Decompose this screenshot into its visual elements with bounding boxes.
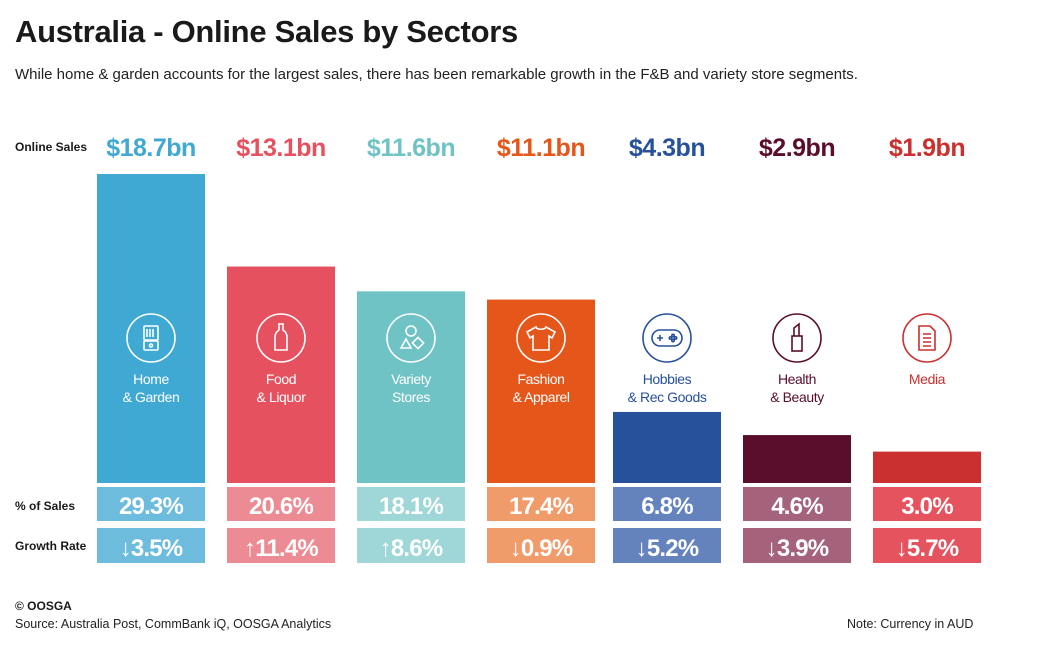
online-sales-value: $2.9bn: [759, 134, 835, 162]
sector-label: & Apparel: [512, 389, 569, 405]
sector-column: $1.9bn Media 3.0% ↓5.7%: [873, 134, 981, 563]
currency-note: Note: Currency in AUD: [847, 617, 974, 631]
growth-rate-value: ↓3.9%: [766, 535, 829, 562]
bar: [487, 299, 595, 483]
pct-sales-value: 17.4%: [509, 493, 574, 520]
row-label-growth-rate: Growth Rate: [15, 539, 87, 553]
growth-rate-cell: [613, 528, 721, 563]
pct-sales-value: 4.6%: [771, 493, 823, 520]
sector-column: $11.6bn Variety Stores 18.1% ↑8.6%: [357, 134, 465, 563]
growth-rate-value: ↓3.5%: [120, 535, 183, 562]
lipstick-icon: [772, 313, 822, 363]
sector-label: Hobbies: [643, 371, 692, 387]
growth-rate-cell: [227, 528, 335, 563]
sector-label: & Liquor: [257, 389, 307, 405]
online-sales-value: $13.1bn: [236, 134, 326, 162]
growth-rate-value: ↓0.9%: [510, 535, 573, 562]
growth-rate-value: ↓5.2%: [636, 535, 699, 562]
growth-rate-value: ↓5.7%: [896, 535, 959, 562]
tshirt-icon: [516, 313, 566, 363]
sector-label: Stores: [392, 389, 430, 405]
shapes-icon: [386, 313, 436, 363]
pct-sales-value: 20.6%: [249, 493, 314, 520]
sector-column: $18.7bn Home & Garden 29.3% ↓3.5%: [97, 134, 205, 563]
pct-sales-value: 6.8%: [641, 493, 693, 520]
growth-rate-cell: [873, 528, 981, 563]
source-note: Source: Australia Post, CommBank iQ, OOS…: [15, 617, 332, 631]
pct-sales-value: 3.0%: [901, 493, 953, 520]
bar: [873, 451, 981, 483]
sector-label: Variety: [391, 371, 431, 387]
pct-sales-value: 29.3%: [119, 493, 184, 520]
page-subtitle: While home & garden accounts for the lar…: [15, 66, 858, 83]
bar: [227, 266, 335, 483]
document-icon: [902, 313, 952, 363]
sector-column: $4.3bn Hobbies & Rec Goods 6.8% ↓5.2%: [613, 134, 721, 563]
sector-label: Health: [778, 371, 816, 387]
sector-column: $11.1bn Fashion & Apparel 17.4% ↓0.9%: [487, 134, 595, 563]
sector-label: & Rec Goods: [628, 389, 707, 405]
sector-label: Media: [909, 371, 946, 387]
bar: [357, 291, 465, 483]
growth-rate-cell: [97, 528, 205, 563]
sector-column: $13.1bn Food & Liquor 20.6% ↑11.4%: [227, 134, 335, 563]
sector-label: Home: [133, 371, 169, 387]
sector-label: Food: [266, 371, 296, 387]
gamepad-icon: [642, 313, 692, 363]
copyright: © OOSGA: [15, 599, 72, 613]
sector-label: & Garden: [123, 389, 180, 405]
row-label-online-sales: Online Sales: [15, 140, 88, 154]
online-sales-value: $18.7bn: [106, 134, 196, 162]
sector-label: Fashion: [517, 371, 564, 387]
pct-sales-cell: [487, 487, 595, 521]
sector-label: & Beauty: [770, 389, 824, 405]
bottle-icon: [256, 313, 306, 363]
growth-rate-cell: [487, 528, 595, 563]
pct-sales-cell: [743, 487, 851, 521]
pct-sales-cell: [97, 487, 205, 521]
bar: [97, 174, 205, 483]
pct-sales-cell: [873, 487, 981, 521]
growth-rate-cell: [357, 528, 465, 563]
bar: [613, 411, 721, 483]
sector-column: $2.9bn Health & Beauty 4.6% ↓3.9%: [743, 134, 851, 563]
online-sales-value: $4.3bn: [629, 134, 705, 162]
pct-sales-cell: [613, 487, 721, 521]
online-sales-value: $11.1bn: [497, 134, 585, 162]
growth-rate-cell: [743, 528, 851, 563]
pct-sales-cell: [227, 487, 335, 521]
blender-icon: [126, 313, 176, 363]
online-sales-value: $1.9bn: [889, 134, 965, 162]
growth-rate-value: ↑8.6%: [380, 535, 443, 562]
bar: [743, 435, 851, 483]
online-sales-value: $11.6bn: [367, 134, 455, 162]
pct-sales-value: 18.1%: [379, 493, 444, 520]
row-label-pct-sales: % of Sales: [15, 499, 76, 513]
page-title: Australia - Online Sales by Sectors: [15, 14, 518, 49]
pct-sales-cell: [357, 487, 465, 521]
growth-rate-value: ↑11.4%: [244, 535, 318, 562]
